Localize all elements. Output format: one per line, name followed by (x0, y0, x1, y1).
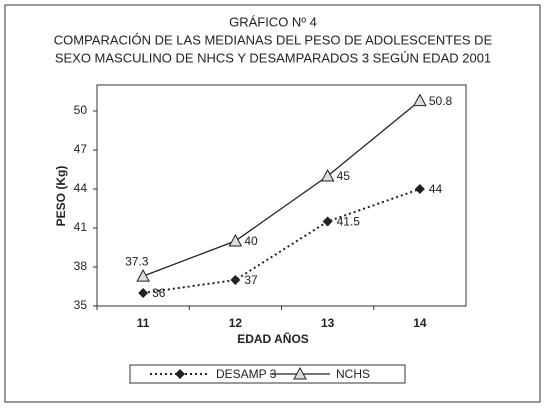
legend-label: NCHS (336, 367, 370, 381)
data-label: 37 (244, 273, 258, 287)
chart-subtitle: SEXO MASCULINO DE NHCS Y DESAMPARADOS 3 … (55, 50, 491, 65)
legend (129, 364, 406, 384)
data-label: 36 (152, 286, 166, 300)
y-axis-label: PESO (Kg) (54, 166, 68, 227)
marker-diamond (414, 184, 425, 194)
data-label: 50.8 (429, 94, 453, 108)
marker-triangle (320, 168, 335, 182)
x-tick-label: 12 (229, 316, 243, 330)
y-tick-label: 41 (74, 220, 88, 234)
y-tick-label: 47 (74, 142, 88, 156)
series-line (142, 188, 421, 294)
marker-diamond (175, 369, 185, 379)
marker-triangle (136, 269, 150, 282)
x-tick-label: 11 (137, 316, 150, 330)
x-tick-label: 14 (413, 316, 427, 330)
y-tick-label: 38 (74, 259, 88, 273)
y-tick-label: 35 (74, 298, 88, 312)
marker-triangle (413, 93, 427, 107)
series-line (142, 100, 421, 277)
data-label: 37.3 (125, 254, 149, 268)
x-axis-label: EDAD AÑOS (237, 331, 309, 346)
y-tick-label: 50 (74, 103, 88, 117)
data-label: 41.5 (337, 215, 361, 229)
data-label: 40 (244, 234, 258, 248)
data-label: 45 (337, 169, 351, 183)
legend-label: DESAMP 3 (216, 367, 277, 381)
marker-diamond (230, 275, 241, 285)
marker-triangle (228, 233, 243, 247)
chart-border (4, 4, 541, 403)
marker-diamond (138, 288, 149, 298)
y-tick-label: 44 (74, 181, 88, 195)
chart-title: GRÁFICO Nº 4 (229, 14, 317, 29)
marker-triangle (293, 366, 307, 380)
marker-diamond (322, 216, 333, 227)
x-tick-label: 13 (321, 316, 335, 330)
chart-subtitle: COMPARACIÓN DE LAS MEDIANAS DEL PESO DE … (54, 32, 493, 47)
data-label: 44 (429, 182, 443, 196)
